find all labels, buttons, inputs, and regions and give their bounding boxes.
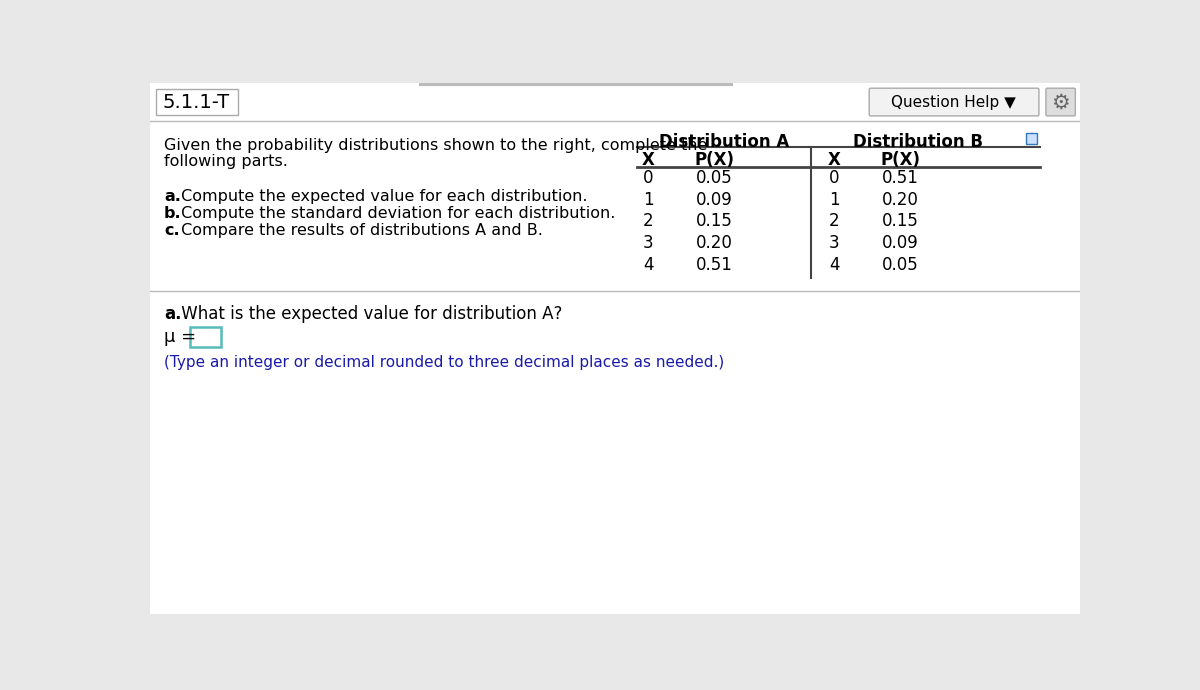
Text: 0: 0: [643, 169, 654, 187]
Text: 4: 4: [643, 255, 654, 273]
Text: 1: 1: [829, 191, 840, 209]
Text: Compute the standard deviation for each distribution.: Compute the standard deviation for each …: [176, 206, 616, 221]
Text: P(X): P(X): [695, 151, 734, 169]
Text: 2: 2: [829, 213, 840, 230]
Text: 2: 2: [643, 213, 654, 230]
Text: P(X): P(X): [881, 151, 920, 169]
Text: 0.51: 0.51: [882, 169, 919, 187]
Text: 0.51: 0.51: [696, 255, 733, 273]
Text: 0.20: 0.20: [882, 191, 919, 209]
Text: 0.20: 0.20: [696, 234, 733, 252]
Text: 0.05: 0.05: [882, 255, 918, 273]
Text: μ =: μ =: [164, 328, 196, 346]
Bar: [150, 83, 1080, 121]
Text: Given the probability distributions shown to the right, complete the: Given the probability distributions show…: [164, 138, 707, 153]
Text: a.: a.: [164, 189, 181, 204]
Text: 0.05: 0.05: [696, 169, 732, 187]
Text: Question Help ▼: Question Help ▼: [892, 95, 1016, 110]
Text: Compute the expected value for each distribution.: Compute the expected value for each dist…: [176, 189, 588, 204]
Text: 5.1.1-T: 5.1.1-T: [163, 93, 230, 112]
Text: What is the expected value for distribution A?: What is the expected value for distribut…: [176, 304, 563, 322]
Text: X: X: [828, 151, 841, 169]
FancyBboxPatch shape: [1026, 133, 1037, 144]
Text: X: X: [642, 151, 655, 169]
Text: 0.09: 0.09: [882, 234, 918, 252]
FancyBboxPatch shape: [1046, 88, 1075, 116]
Text: (Type an integer or decimal rounded to three decimal places as needed.): (Type an integer or decimal rounded to t…: [164, 355, 725, 371]
Text: 0.15: 0.15: [882, 213, 919, 230]
FancyBboxPatch shape: [190, 327, 221, 347]
Text: Distribution A: Distribution A: [659, 133, 790, 151]
Text: Distribution B: Distribution B: [853, 133, 983, 151]
FancyBboxPatch shape: [869, 88, 1039, 116]
Text: following parts.: following parts.: [164, 155, 288, 170]
Text: 4: 4: [829, 255, 840, 273]
Text: 0.15: 0.15: [696, 213, 733, 230]
Text: Compare the results of distributions A and B.: Compare the results of distributions A a…: [176, 223, 544, 238]
Text: 3: 3: [829, 234, 840, 252]
FancyBboxPatch shape: [156, 89, 238, 115]
Text: 0: 0: [829, 169, 840, 187]
Text: 1: 1: [643, 191, 654, 209]
Text: ⚙: ⚙: [1051, 93, 1070, 113]
Text: a.: a.: [164, 304, 181, 322]
Text: 3: 3: [643, 234, 654, 252]
Text: b.: b.: [164, 206, 181, 221]
Text: c.: c.: [164, 223, 180, 238]
Text: 0.09: 0.09: [696, 191, 732, 209]
